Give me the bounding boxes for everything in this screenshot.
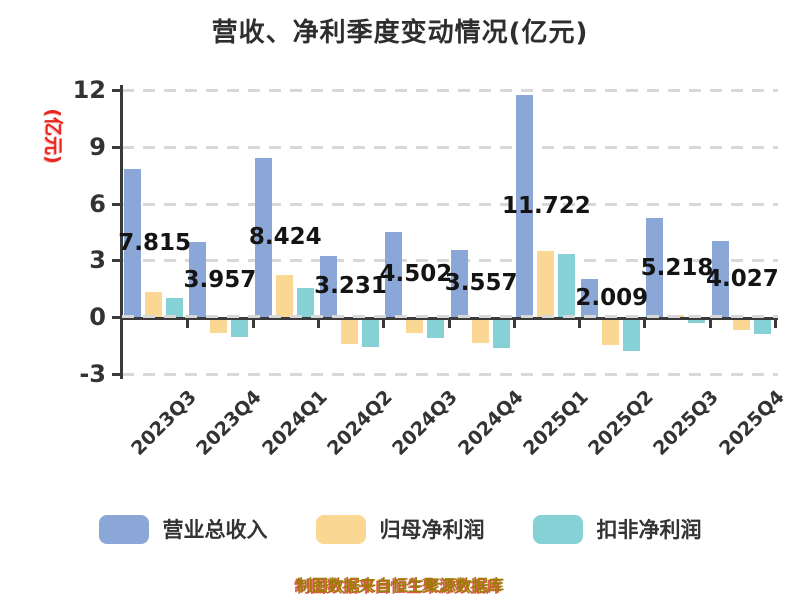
bar-non-gaap-net-profit-2025Q3	[688, 319, 706, 323]
gridline-6	[122, 202, 778, 206]
bar-non-gaap-net-profit-2024Q4	[492, 319, 510, 349]
bar-net-profit-2024Q3	[406, 319, 424, 334]
bar-net-profit-2025Q4	[732, 319, 750, 330]
y-axis-tick-label: 0	[89, 303, 106, 331]
legend-swatch-net-profit	[315, 514, 366, 544]
y-axis-tick-label: 6	[89, 189, 106, 218]
bar-total-revenue-2025Q4	[711, 240, 729, 317]
y-axis-tick	[112, 372, 122, 376]
bar-total-revenue-2025Q1	[515, 95, 533, 317]
legend-label-net-profit: 归母净利润	[379, 518, 485, 542]
x-axis-tick	[316, 319, 320, 328]
legend-label-total-revenue: 营业总收入	[162, 518, 268, 542]
x-axis-tick	[774, 319, 777, 328]
x-axis-label: 2024Q2	[323, 386, 397, 460]
bar-value-label: 3.957	[183, 266, 257, 293]
x-axis-tick	[643, 319, 647, 328]
bar-net-profit-2024Q2	[340, 319, 358, 345]
bar-value-label: 11.722	[502, 193, 591, 220]
y-axis-tick	[112, 316, 122, 319]
x-axis-tick	[578, 319, 582, 328]
y-axis-line	[120, 85, 123, 379]
bar-value-label: 3.557	[444, 270, 518, 297]
x-axis-tick	[708, 319, 712, 328]
x-axis-line	[122, 317, 778, 320]
legend-label-non-gaap-net-profit: 扣非净利润	[596, 518, 702, 542]
x-axis-label: 2024Q4	[453, 386, 528, 460]
bar-total-revenue-2025Q3	[646, 218, 664, 317]
legend: 营业总收入 归母净利润 扣非净利润	[0, 514, 800, 544]
x-axis-label: 2025Q2	[584, 386, 658, 460]
bar-net-profit-2025Q1	[536, 251, 554, 317]
zero-gridline	[122, 315, 778, 318]
bar-value-label: 5.218	[640, 254, 714, 281]
bar-non-gaap-net-profit-2024Q3	[427, 319, 445, 338]
bar-total-revenue-2023Q3	[124, 169, 141, 317]
gridline--3	[122, 372, 778, 376]
x-axis-tick	[447, 319, 451, 328]
y-axis-tick-label: 12	[72, 76, 106, 105]
bar-value-label: 4.502	[379, 261, 453, 288]
y-axis-tick	[112, 145, 122, 149]
bar-net-profit-2023Q3	[145, 292, 162, 317]
chart-title: 营收、净利季度变动情况(亿元)	[211, 18, 589, 48]
x-axis-label: 2025Q1	[518, 386, 593, 460]
bar-total-revenue-2023Q4	[189, 242, 207, 317]
legend-swatch-non-gaap-net-profit	[532, 514, 583, 544]
x-axis-tick	[382, 319, 386, 328]
y-axis-tick-label: 3	[89, 246, 106, 275]
gridline-12	[122, 89, 778, 93]
bar-net-profit-2023Q4	[210, 319, 228, 334]
bar-value-label: 2.009	[575, 285, 649, 311]
bar-value-label: 8.424	[248, 224, 322, 251]
bar-net-profit-2024Q1	[275, 274, 293, 317]
legend-item-total-revenue[interactable]: 营业总收入	[98, 514, 268, 544]
bar-net-profit-2025Q2	[602, 319, 620, 346]
bar-non-gaap-net-profit-2025Q1	[557, 254, 575, 317]
x-axis-label: 2023Q3	[127, 386, 201, 460]
x-axis-label: 2025Q3	[649, 386, 724, 460]
bar-net-profit-2024Q4	[471, 319, 489, 343]
x-axis-label: 2023Q4	[192, 386, 267, 460]
y-axis-tick	[112, 259, 122, 263]
bar-total-revenue-2024Q1	[254, 157, 272, 317]
x-axis-label: 2025Q4	[714, 386, 789, 460]
bar-total-revenue-2024Q3	[385, 231, 403, 317]
x-axis-label: 2024Q1	[257, 386, 332, 460]
gridline-9	[122, 145, 778, 149]
legend-item-non-gaap-net-profit[interactable]: 扣非净利润	[532, 514, 702, 544]
x-axis-tick	[251, 319, 255, 328]
gridline-3	[122, 259, 778, 263]
bar-total-revenue-2025Q2	[581, 279, 599, 317]
bar-total-revenue-2024Q4	[450, 249, 468, 317]
y-axis-tick	[112, 202, 122, 206]
legend-swatch-total-revenue	[98, 514, 149, 544]
y-axis-tick	[112, 89, 122, 93]
x-axis-tick	[186, 319, 190, 328]
y-axis-tick-label: 9	[89, 132, 106, 161]
bar-non-gaap-net-profit-2024Q1	[296, 287, 314, 317]
data-source-caption: 制图数据来自恒生聚源数据库	[295, 576, 504, 595]
bar-total-revenue-2024Q2	[319, 255, 337, 317]
bar-non-gaap-net-profit-2024Q2	[361, 319, 379, 347]
bar-non-gaap-net-profit-2023Q4	[231, 319, 249, 338]
x-axis-label: 2024Q3	[388, 386, 463, 460]
bar-non-gaap-net-profit-2025Q4	[753, 319, 771, 334]
y-axis-tick-label: -3	[79, 359, 106, 388]
bar-value-label: 7.815	[118, 230, 192, 257]
legend-item-net-profit[interactable]: 归母净利润	[315, 514, 485, 544]
bar-non-gaap-net-profit-2023Q3	[166, 298, 183, 317]
bar-value-label: 3.231	[314, 273, 387, 300]
x-axis-tick	[512, 319, 516, 328]
bar-value-label: 4.027	[705, 265, 779, 292]
bar-non-gaap-net-profit-2025Q2	[623, 319, 641, 351]
